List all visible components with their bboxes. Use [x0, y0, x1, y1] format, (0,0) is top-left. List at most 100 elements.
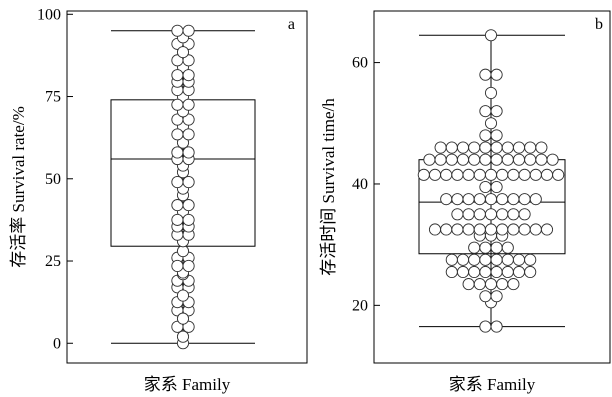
- data-point-b: [490, 265, 503, 279]
- data-point-b: [490, 141, 503, 154]
- data-point-a: [171, 259, 184, 273]
- data-point-b: [473, 168, 486, 181]
- data-point-b: [484, 208, 498, 221]
- panel-label-a: a: [288, 16, 295, 33]
- data-point-b: [496, 208, 509, 221]
- data-point-a: [171, 24, 184, 37]
- panel-b: b 20 40 60 家系 Family 存活时间 Survival time/h: [319, 10, 611, 394]
- data-point-a: [171, 98, 184, 111]
- y-tick-label-b: 20: [352, 297, 368, 314]
- data-point-b: [535, 153, 548, 166]
- data-point-a: [182, 146, 195, 159]
- data-point-b: [445, 141, 458, 154]
- data-point-a: [182, 199, 195, 212]
- data-point-b: [462, 208, 475, 221]
- data-point-a: [171, 128, 184, 141]
- data-point-b: [496, 278, 509, 291]
- data-point-b: [512, 253, 526, 266]
- data-point-b: [490, 129, 503, 142]
- data-point-b: [456, 153, 470, 166]
- data-point-b: [524, 153, 537, 166]
- data-point-b: [434, 153, 447, 166]
- data-point-b: [507, 168, 520, 181]
- data-point-b: [484, 223, 498, 236]
- data-point-a: [171, 176, 184, 189]
- data-point-a: [171, 213, 184, 226]
- y-axis-label-b: 存活时间 Survival time/h: [319, 98, 338, 276]
- data-point-b: [479, 253, 492, 266]
- data-point-b: [451, 193, 464, 206]
- data-point-b: [479, 290, 492, 303]
- x-axis-label-b: 家系 Family: [449, 375, 536, 394]
- x-axis-label-a: 家系 Family: [144, 375, 231, 394]
- data-point-b: [434, 141, 447, 154]
- y-tick-label-a: 100: [37, 6, 61, 23]
- data-point-b: [518, 223, 531, 236]
- dots-a: [171, 24, 195, 350]
- data-point-b: [535, 141, 548, 154]
- data-point-b: [479, 265, 492, 279]
- data-point-b: [484, 278, 498, 291]
- data-point-b: [490, 290, 503, 303]
- data-point-b: [484, 168, 498, 181]
- data-point-b: [490, 153, 503, 166]
- data-point-b: [451, 168, 464, 181]
- panel-a: a 0 25 50 75 100 家系 Family 存活率 Survival rate…: [9, 6, 308, 394]
- data-point-b: [518, 208, 531, 221]
- data-point-b: [540, 168, 554, 181]
- data-point-b: [540, 223, 554, 236]
- data-point-a: [171, 69, 184, 82]
- data-point-b: [423, 153, 436, 166]
- data-point-a: [182, 113, 195, 126]
- data-point-a: [182, 213, 195, 226]
- data-point-b: [479, 105, 492, 118]
- data-point-b: [479, 153, 492, 166]
- data-point-b: [456, 265, 470, 279]
- data-point-a: [182, 320, 195, 333]
- data-point-b: [484, 29, 498, 42]
- plot-frame-a: [66, 10, 308, 364]
- data-point-a: [182, 176, 195, 189]
- data-point-b: [552, 168, 565, 181]
- data-point-b: [484, 86, 498, 99]
- data-point-b: [479, 129, 492, 142]
- data-point-b: [546, 153, 559, 166]
- data-point-b: [490, 105, 503, 118]
- dots-b: [417, 29, 565, 333]
- data-point-b: [445, 265, 458, 279]
- data-point-b: [428, 223, 442, 236]
- data-point-a: [176, 46, 190, 59]
- data-point-b: [468, 241, 481, 254]
- data-point-b: [490, 253, 503, 266]
- panel-label-b: b: [595, 16, 603, 33]
- data-point-a: [182, 69, 195, 82]
- data-point-b: [501, 153, 514, 166]
- data-point-b: [501, 265, 514, 279]
- data-point-b: [490, 241, 503, 254]
- data-point-b: [496, 193, 509, 206]
- y-ticks-b: 20 40 60: [352, 55, 380, 314]
- data-point-a: [171, 146, 184, 159]
- data-point-a: [182, 259, 195, 273]
- data-point-b: [479, 68, 492, 81]
- data-point-b: [524, 265, 537, 279]
- y-ticks-a: 0 25 50 75 100: [37, 6, 73, 352]
- data-point-b: [529, 193, 542, 206]
- data-point-b: [428, 168, 442, 181]
- data-point-b: [484, 117, 498, 130]
- data-point-b: [479, 141, 492, 154]
- data-point-b: [473, 193, 486, 206]
- data-point-a: [176, 136, 190, 149]
- data-point-b: [524, 253, 537, 266]
- data-point-b: [490, 68, 503, 81]
- data-point-b: [473, 278, 486, 291]
- data-point-b: [501, 141, 514, 154]
- data-point-b: [490, 320, 503, 333]
- data-point-b: [518, 168, 531, 181]
- data-point-b: [501, 241, 514, 254]
- data-point-b: [456, 253, 470, 266]
- data-point-b: [529, 168, 542, 181]
- data-point-b: [512, 265, 526, 279]
- data-point-b: [518, 193, 531, 206]
